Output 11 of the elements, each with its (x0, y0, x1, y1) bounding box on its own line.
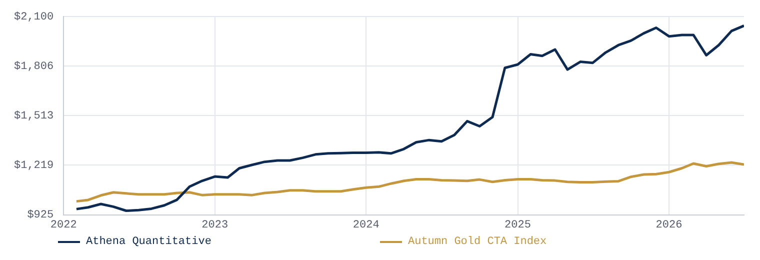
x-tick-label: 2023 (202, 219, 228, 232)
x-tick-label: 2025 (504, 219, 531, 232)
y-tick-label: $2,100 (14, 12, 54, 24)
x-tick-label: 2026 (656, 219, 682, 232)
y-tick-label: $1,513 (14, 110, 54, 123)
y-tick-label: $1,219 (14, 160, 54, 172)
x-tick-label: 2022 (50, 219, 77, 232)
y-tick-label: $1,806 (14, 61, 54, 74)
x-tick-label: 2024 (352, 219, 380, 232)
legend-label: Athena Quantitative (86, 236, 212, 248)
legend-label: Autumn Gold CTA Index (408, 236, 547, 248)
